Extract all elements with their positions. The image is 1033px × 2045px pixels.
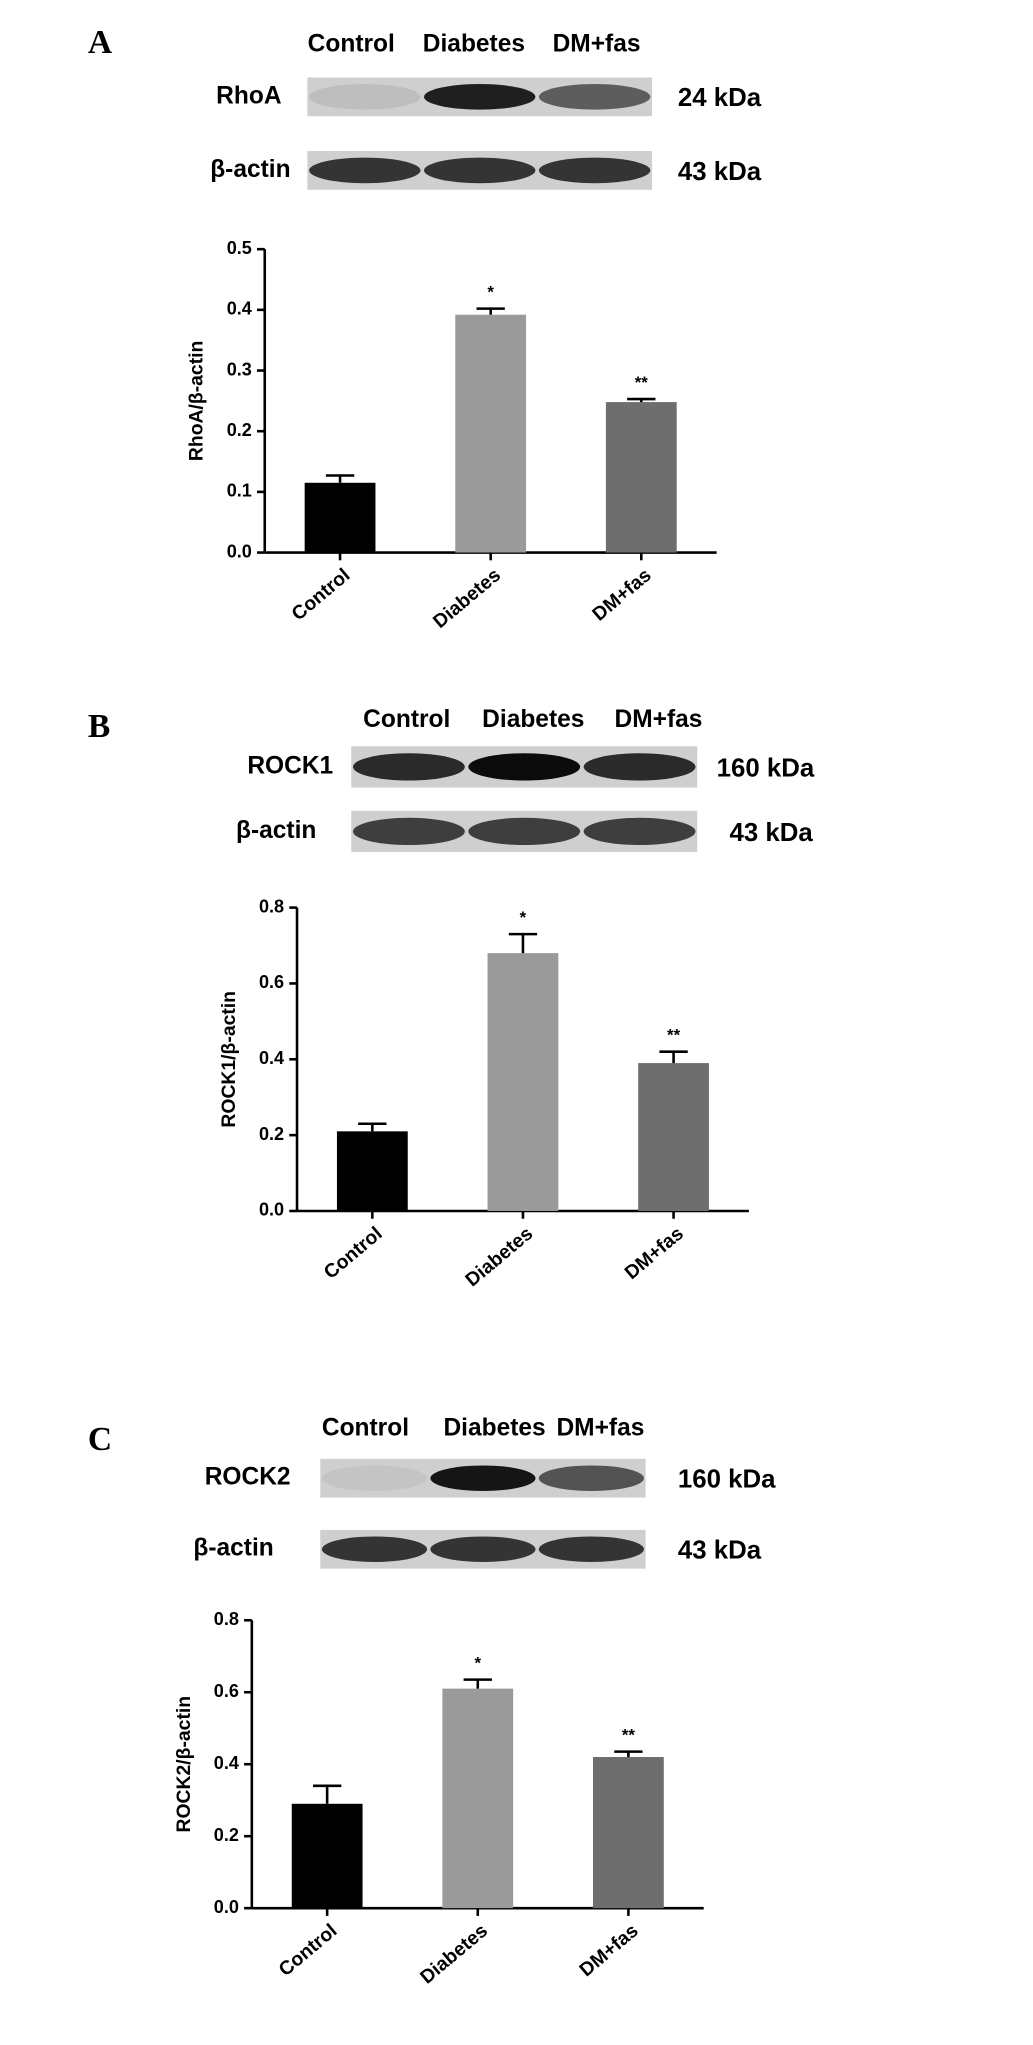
y-tick-label: 0.5 [227,238,252,258]
significance: * [520,908,527,927]
y-tick-label: 0.4 [259,1048,284,1068]
bar [455,314,527,553]
blot-band [423,84,536,110]
x-tick-label: Control [320,1223,387,1284]
panel-letter: B [88,708,110,745]
bar [442,1688,514,1909]
y-tick-label: 0.4 [214,1753,239,1773]
protein-label: ROCK2 [205,1464,291,1491]
significance: ** [667,1026,681,1045]
protein-label: β-actin [210,156,290,183]
y-tick-label: 0.6 [214,1681,239,1701]
lane-label: Diabetes [443,1415,545,1442]
blot-band [583,817,696,846]
bar [592,1757,664,1909]
significance: ** [635,373,649,392]
blot-band [538,1536,644,1563]
lane-label: DM+fas [615,706,703,733]
y-tick-label: 0.3 [227,359,252,379]
y-axis-label: RhoA/β-actin [186,341,208,461]
x-tick-label: Control [275,1920,342,1981]
blot-band [309,84,421,110]
size-label: 160 kDa [678,1466,776,1494]
significance: * [475,1654,482,1673]
lane-label: Control [363,706,450,733]
lane-label: DM+fas [556,1415,644,1442]
x-tick-label: Diabetes [416,1920,492,1989]
significance: * [487,283,494,302]
blot-band [423,157,536,184]
x-tick-label: Diabetes [461,1223,537,1292]
y-tick-label: 0.4 [227,299,252,319]
significance: ** [622,1726,636,1745]
panel-letter: A [88,24,112,61]
y-tick-label: 0.2 [227,420,252,440]
y-tick-label: 0.6 [259,972,284,992]
x-tick-label: DM+fas [621,1223,688,1284]
blot-band [583,753,696,781]
y-tick-label: 0.2 [214,1825,239,1845]
x-tick-label: DM+fas [575,1920,642,1981]
blot-band [352,753,465,781]
blot-band [309,157,421,184]
blot-band [468,817,581,846]
size-label: 43 kDa [678,158,762,186]
y-axis-label: ROCK2/β-actin [173,1696,195,1833]
lane-label: Control [322,1415,409,1442]
blot-band [352,817,465,846]
size-label: 24 kDa [678,84,762,112]
x-tick-label: DM+fas [588,564,655,625]
bar [304,482,376,553]
blot-band [321,1465,428,1492]
blot-band [538,157,651,184]
blot-band [321,1536,428,1563]
size-label: 43 kDa [730,819,814,847]
y-tick-label: 0.2 [259,1124,284,1144]
x-tick-label: Control [287,564,354,625]
bar [336,1131,408,1211]
lane-label: DM+fas [553,31,641,58]
blot-band [538,84,651,110]
x-tick-label: Diabetes [429,564,505,633]
y-tick-label: 0.8 [214,1609,239,1629]
blot-band [468,753,581,781]
protein-label: ROCK1 [247,752,333,779]
panel-letter: C [88,1421,112,1458]
protein-label: β-actin [236,817,316,844]
protein-label: RhoA [216,82,282,109]
bar [605,402,677,553]
y-tick-label: 0.0 [259,1200,284,1220]
lane-label: Diabetes [423,31,525,58]
size-label: 43 kDa [678,1537,762,1565]
y-tick-label: 0.8 [259,896,284,916]
bar [487,953,559,1211]
protein-label: β-actin [193,1535,273,1562]
y-tick-label: 0.1 [227,481,252,501]
size-label: 160 kDa [717,754,815,782]
lane-label: Diabetes [482,706,584,733]
blot-band [538,1465,644,1492]
y-tick-label: 0.0 [227,541,252,561]
y-tick-label: 0.0 [214,1897,239,1917]
blot-band [430,1536,536,1563]
blot-band [430,1465,536,1492]
lane-label: Control [308,31,395,58]
bar [291,1803,363,1909]
y-axis-label: ROCK1/β-actin [218,991,240,1128]
bar [638,1063,709,1211]
